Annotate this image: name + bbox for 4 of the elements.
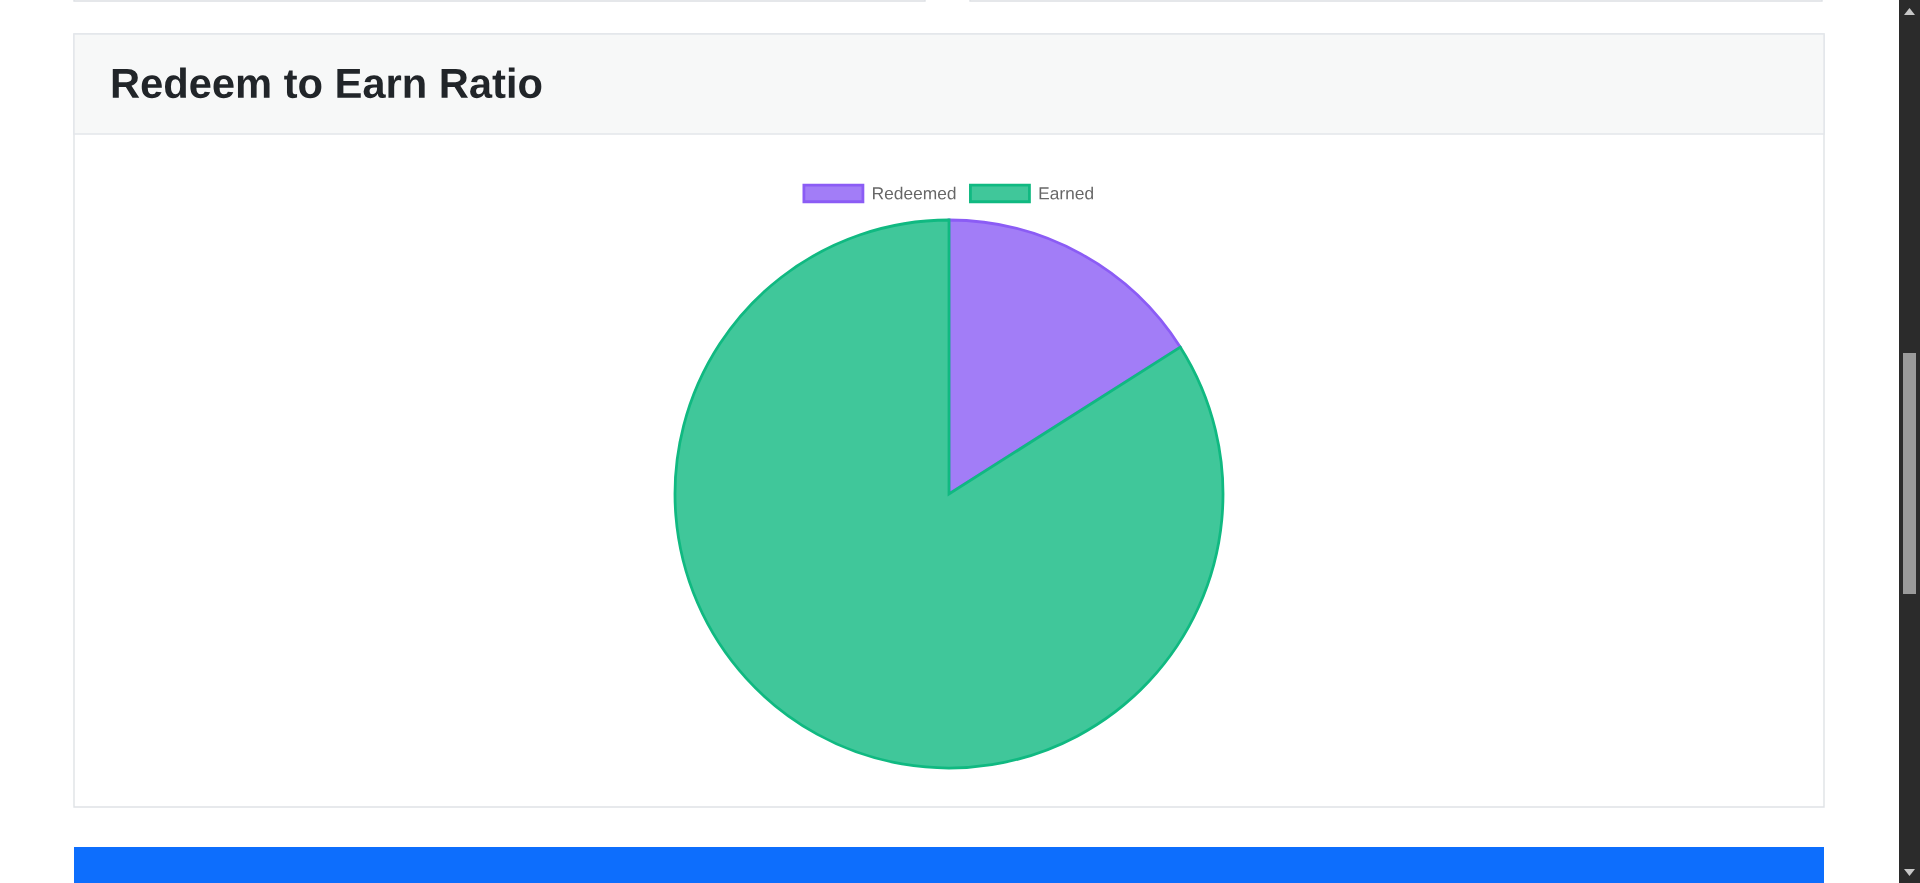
pie-slice [673, 218, 1225, 770]
text: Redeem to Earn Ratio [112, 67, 542, 99]
legend-label: Redeemed [873, 186, 956, 200]
legend-label: Earned [1039, 186, 1093, 200]
